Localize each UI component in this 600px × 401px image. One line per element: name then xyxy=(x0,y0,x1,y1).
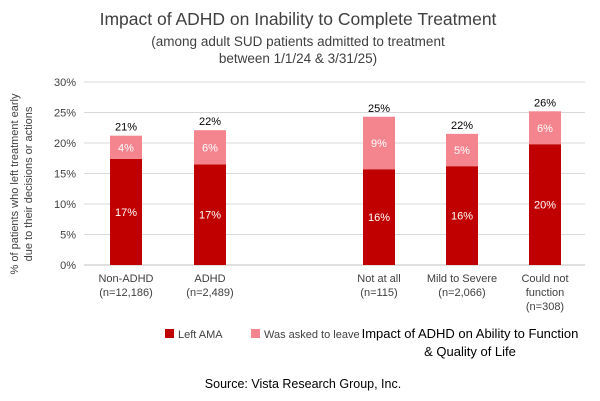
legend-label-asked-to-leave: Was asked to leave xyxy=(264,329,360,341)
category-label: Could not xyxy=(521,273,568,285)
bar-left-ama xyxy=(446,166,478,265)
chart-subtitle-line-2: between 1/1/24 & 3/31/25) xyxy=(219,51,377,66)
category-label: Not at all xyxy=(357,273,400,285)
bar-value-label: 17% xyxy=(199,210,221,222)
y-axis-label: % of patients who left treatment early d… xyxy=(9,93,35,274)
bar-value-label: 9% xyxy=(371,138,387,150)
category-label: (n=2,066) xyxy=(438,287,485,299)
category-label: function xyxy=(526,287,565,299)
bar-value-label: 4% xyxy=(118,142,134,154)
bar-left-ama xyxy=(529,144,561,265)
bar-total-label: 22% xyxy=(451,120,473,132)
bar-asked-to-leave xyxy=(194,130,226,165)
bar-asked-to-leave xyxy=(529,111,561,145)
bar-value-label: 16% xyxy=(368,212,390,224)
category-label: (n=12,186) xyxy=(99,287,153,299)
y-tick-label: 5% xyxy=(60,230,76,242)
bar-value-label: 5% xyxy=(454,145,470,157)
category-label: (n=115) xyxy=(360,287,397,299)
chart-title: Impact of ADHD on Inability to Complete … xyxy=(100,9,497,29)
y-axis-label-line-2: due to their decisions or actions xyxy=(23,106,35,261)
bar-value-label: 6% xyxy=(202,142,218,154)
category-label: Mild to Severe xyxy=(427,273,497,285)
category-label: Non-ADHD xyxy=(98,273,153,285)
category-label: ADHD xyxy=(194,273,225,285)
bars: 17% 4% 21% 17% 6% 22% 16% 9% 25% 16% 5% 22% 20% 6% 26% xyxy=(110,97,561,265)
bar-total-label: 25% xyxy=(368,103,390,115)
y-tick-label: 20% xyxy=(54,138,76,150)
bar-value-label: 16% xyxy=(451,211,473,223)
bar-value-label: 20% xyxy=(534,200,556,212)
y-tick-label: 10% xyxy=(54,199,76,211)
legend: Left AMA Was asked to leave xyxy=(165,329,360,341)
y-tick-label: 25% xyxy=(54,108,76,120)
bar-left-ama xyxy=(363,169,395,265)
y-tick-label: 30% xyxy=(54,77,76,89)
bar-left-ama xyxy=(194,164,226,265)
chart-subtitle-line-1: (among adult SUD patients admitted to tr… xyxy=(151,34,445,49)
bar-total-label: 22% xyxy=(199,116,221,128)
bar-total-label: 26% xyxy=(534,97,556,109)
bar-left-ama xyxy=(110,158,142,265)
legend-swatch-left-ama xyxy=(165,329,174,338)
group-label-line-2: & Quality of Life xyxy=(424,344,516,359)
y-tick-label: 0% xyxy=(60,260,76,272)
bar-asked-to-leave xyxy=(110,135,142,159)
bar-total-label: 21% xyxy=(115,122,137,134)
legend-label-left-ama: Left AMA xyxy=(178,329,223,341)
bar-value-label: 6% xyxy=(537,123,553,135)
source-note: Source: Vista Research Group, Inc. xyxy=(205,377,401,391)
category-label: (n=308) xyxy=(526,301,564,313)
y-axis-label-line-1: % of patients who left treatment early xyxy=(9,93,21,274)
group-label-line-1: Impact of ADHD on Ability to Function xyxy=(362,326,579,341)
y-tick-label: 15% xyxy=(54,169,76,181)
bar-asked-to-leave xyxy=(446,133,478,167)
gridlines xyxy=(84,81,585,266)
bar-value-label: 17% xyxy=(115,207,137,219)
legend-swatch-asked-to-leave xyxy=(251,329,260,338)
bar-asked-to-leave xyxy=(363,116,395,170)
y-tick-labels: 0% 5% 10% 15% 20% 25% 30% xyxy=(54,77,76,272)
category-label: (n=2,489) xyxy=(186,287,233,299)
category-labels: Non-ADHD (n=12,186) ADHD (n=2,489) Not at al… xyxy=(98,273,568,313)
